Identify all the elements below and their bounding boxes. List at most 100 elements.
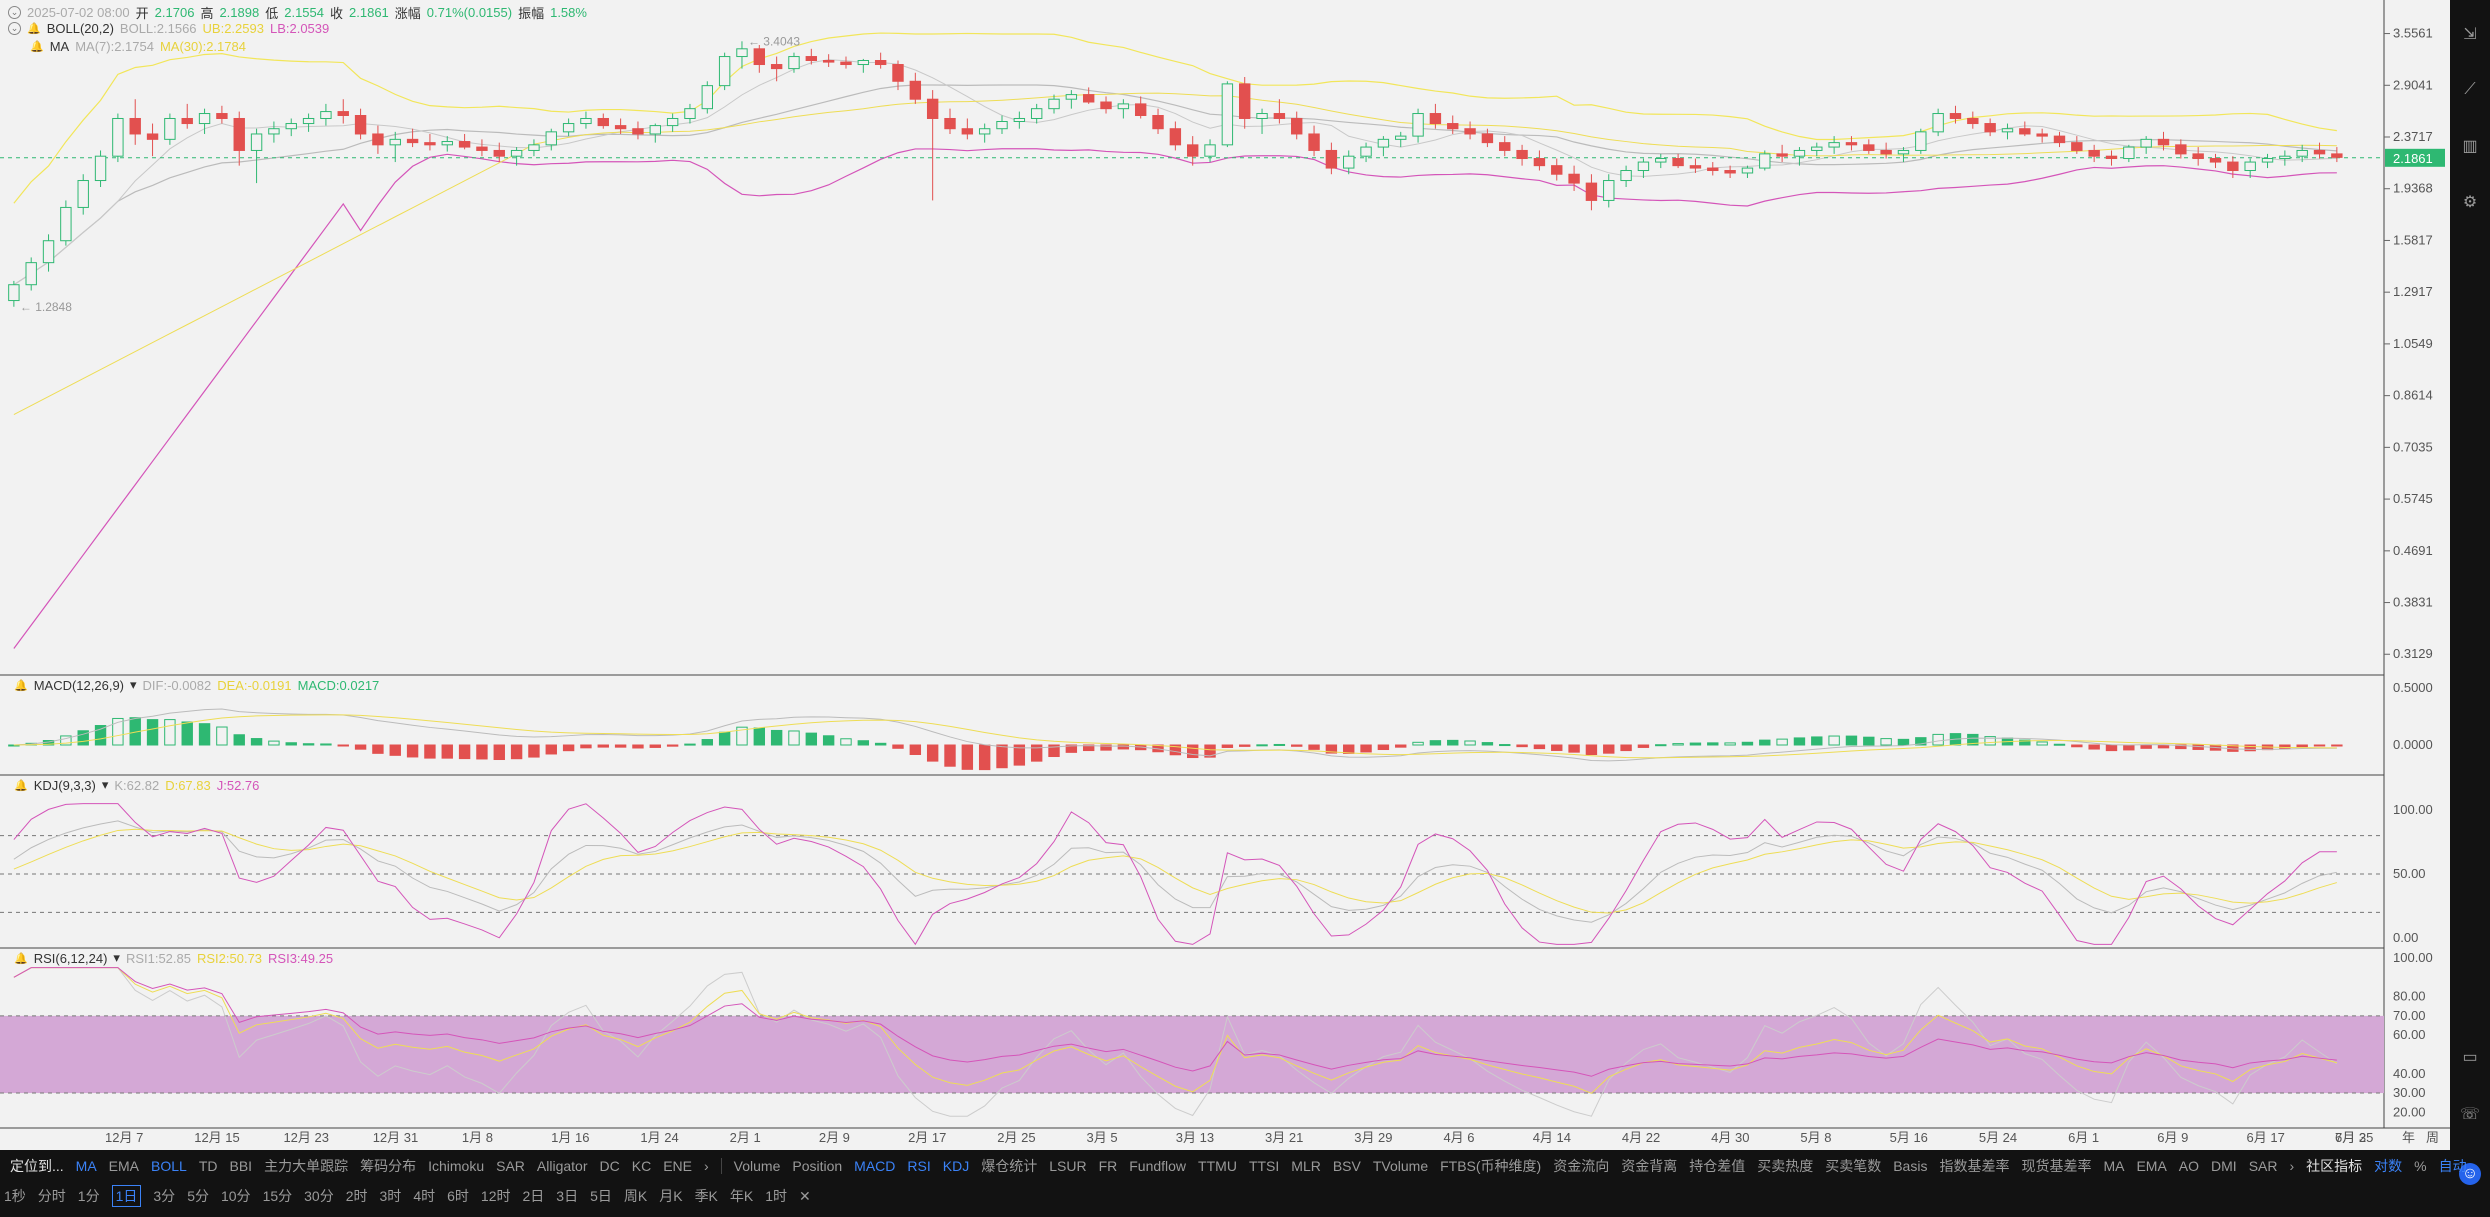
timeframe-6[interactable]: 10分 [220, 1188, 251, 1204]
export-icon[interactable]: ⇲ [2463, 26, 2477, 43]
timeframe-3[interactable]: 1日 [111, 1185, 142, 1207]
timeframe-2[interactable]: 1分 [77, 1188, 100, 1204]
sub-indicator-17[interactable]: 持仓差值 [1689, 1158, 1746, 1174]
indicator-9[interactable]: SAR [496, 1158, 525, 1174]
indicator-7[interactable]: 筹码分布 [360, 1158, 417, 1174]
timeframe-4[interactable]: 3分 [153, 1188, 176, 1204]
option-3[interactable]: 自动 [2438, 1158, 2467, 1174]
boll-name[interactable]: BOLL(20,2) [46, 21, 114, 36]
macd-bar [1551, 744, 1563, 751]
sub-indicator-14[interactable]: FTBS(币种维度) [1440, 1158, 1542, 1174]
timeframe-14[interactable]: 2日 [522, 1188, 545, 1204]
timeframe-15[interactable]: 3日 [556, 1188, 579, 1204]
sub-indicator-3[interactable]: RSI [907, 1158, 931, 1174]
chart-canvas[interactable]: 3.5561 2.9041 2.3717 1.9368 1.5817 1.2917 1.05… [0, 0, 2450, 1150]
sub-indicator-11[interactable]: MLR [1291, 1158, 1321, 1174]
sub-indicator-7[interactable]: FR [1098, 1158, 1118, 1174]
option-1[interactable]: 对数 [2374, 1158, 2403, 1174]
macd-name[interactable]: MACD(12,26,9) [33, 677, 125, 693]
sub-indicator-20[interactable]: Basis [1893, 1158, 1928, 1174]
option-0[interactable]: 社区指标 [2306, 1158, 2363, 1174]
sub-indicator-10[interactable]: TTSI [1248, 1158, 1280, 1174]
dropdown-icon[interactable]: ▾ [101, 777, 109, 792]
settings-icon[interactable]: ⚙ [2462, 194, 2478, 211]
sub-indicator-22[interactable]: 现货基差率 [2021, 1158, 2092, 1174]
collapse-icon[interactable]: ⌄ [8, 22, 21, 35]
sub-indicator-1[interactable]: Position [792, 1158, 843, 1174]
timeframe-16[interactable]: 5日 [590, 1188, 612, 1204]
ma-name[interactable]: MA [49, 39, 70, 54]
sub-indicator-23[interactable]: MA [2103, 1158, 2125, 1174]
timeframe-18[interactable]: 月K [659, 1188, 683, 1204]
sub-indicator-19[interactable]: 买卖笔数 [1825, 1158, 1882, 1174]
indicator-6[interactable]: 主力大单跟踪 [264, 1158, 349, 1174]
indicator-3[interactable]: BOLL [151, 1158, 187, 1174]
timeframe-10[interactable]: 3时 [379, 1188, 402, 1204]
chart-area[interactable]: 3.5561 2.9041 2.3717 1.9368 1.5817 1.2917 1.05… [0, 0, 2450, 1150]
bell-icon[interactable]: 🔔 [14, 952, 28, 965]
sub-indicator-27[interactable]: SAR [2248, 1158, 2278, 1174]
sub-indicator-9[interactable]: TTMU [1198, 1158, 1237, 1174]
sub-indicator-6[interactable]: LSUR [1049, 1158, 1087, 1174]
bell-icon[interactable]: 🔔 [14, 679, 28, 692]
bell-icon[interactable]: 🔔 [30, 41, 44, 53]
sub-indicator-24[interactable]: EMA [2136, 1158, 2167, 1174]
macd-bar [285, 742, 297, 746]
timeframe-12[interactable]: 6时 [447, 1188, 469, 1204]
timeframe-5[interactable]: 5分 [187, 1188, 209, 1204]
timeframe-11[interactable]: 4时 [413, 1188, 436, 1204]
sub-indicator-18[interactable]: 买卖热度 [1757, 1158, 1814, 1174]
indicator-12[interactable]: KC [631, 1158, 652, 1174]
sub-indicator-13[interactable]: TVolume [1372, 1158, 1429, 1174]
dropdown-icon[interactable]: ▾ [113, 950, 120, 965]
option-2[interactable]: % [2414, 1158, 2427, 1174]
indicator-2[interactable]: EMA [108, 1158, 140, 1174]
indicator-13[interactable]: ENE [663, 1158, 692, 1174]
indicator-4[interactable]: TD [198, 1158, 218, 1174]
collapse-icon[interactable]: ⌄ [8, 6, 21, 19]
macd-bar [1585, 744, 1598, 756]
timeframe-13[interactable]: 12时 [480, 1188, 511, 1204]
sub-indicator-12[interactable]: BSV [1332, 1158, 1361, 1174]
sub-indicator-0[interactable]: Volume [733, 1158, 781, 1174]
indicator-11[interactable]: DC [599, 1158, 620, 1174]
sub-indicator-16[interactable]: 资金背离 [1621, 1158, 1678, 1174]
layout-icon[interactable]: ▭ [2462, 1049, 2478, 1066]
more-sub-indicators-chevron-icon[interactable]: › [2289, 1158, 2295, 1174]
sub-indicator-25[interactable]: AO [2178, 1158, 2200, 1174]
timeframe-0[interactable]: 1秒 [4, 1188, 26, 1204]
sub-indicator-5[interactable]: 爆仓统计 [981, 1158, 1038, 1174]
timeframe-7[interactable]: 15分 [262, 1188, 293, 1204]
sub-indicator-8[interactable]: Fundflow [1129, 1158, 1187, 1174]
indicator-5[interactable]: BBI [229, 1158, 253, 1174]
support-icon[interactable]: ☏ [2460, 1106, 2481, 1123]
more-indicators-chevron-icon[interactable]: › [703, 1158, 709, 1174]
indicator-0[interactable]: 定位到... [10, 1158, 64, 1174]
timeframe-1[interactable]: 分时 [37, 1188, 66, 1204]
chart-type-icon[interactable]: ▥ [2462, 138, 2478, 155]
rsi-name[interactable]: RSI(6,12,24) [33, 950, 108, 966]
x-axis-label: 3月 21 [1265, 1130, 1303, 1145]
sub-indicator-15[interactable]: 资金流向 [1553, 1158, 1610, 1174]
kdj-j-line [13, 803, 2337, 946]
sub-indicator-26[interactable]: DMI [2211, 1158, 2237, 1174]
timeframe-19[interactable]: 季K [694, 1188, 718, 1204]
indicator-8[interactable]: Ichimoku [428, 1158, 485, 1174]
timeframe-20[interactable]: 年K [729, 1188, 754, 1204]
indicator-10[interactable]: Alligator [536, 1158, 588, 1174]
close-timeframes-icon[interactable]: ✕ [799, 1187, 811, 1204]
indicator-1[interactable]: MA [75, 1158, 97, 1174]
timeframe-17[interactable]: 周K [623, 1188, 648, 1204]
sub-indicator-21[interactable]: 指数基差率 [1939, 1158, 2010, 1174]
kdj-name[interactable]: KDJ(9,3,3) [33, 777, 96, 793]
timeframe-8[interactable]: 30分 [304, 1188, 334, 1204]
bell-icon[interactable]: 🔔 [27, 23, 41, 35]
bell-icon[interactable]: 🔔 [14, 779, 28, 792]
timeframe-21[interactable]: 1时 [765, 1188, 788, 1204]
sub-indicator-4[interactable]: KDJ [942, 1158, 970, 1174]
indicator-icon[interactable]: ⟋ [2464, 81, 2476, 98]
timeframe-9[interactable]: 2时 [345, 1188, 368, 1204]
dropdown-icon[interactable]: ▾ [130, 677, 137, 692]
sub-indicator-2[interactable]: MACD [854, 1158, 896, 1174]
chat-icon[interactable]: ☺ [2459, 1163, 2481, 1185]
